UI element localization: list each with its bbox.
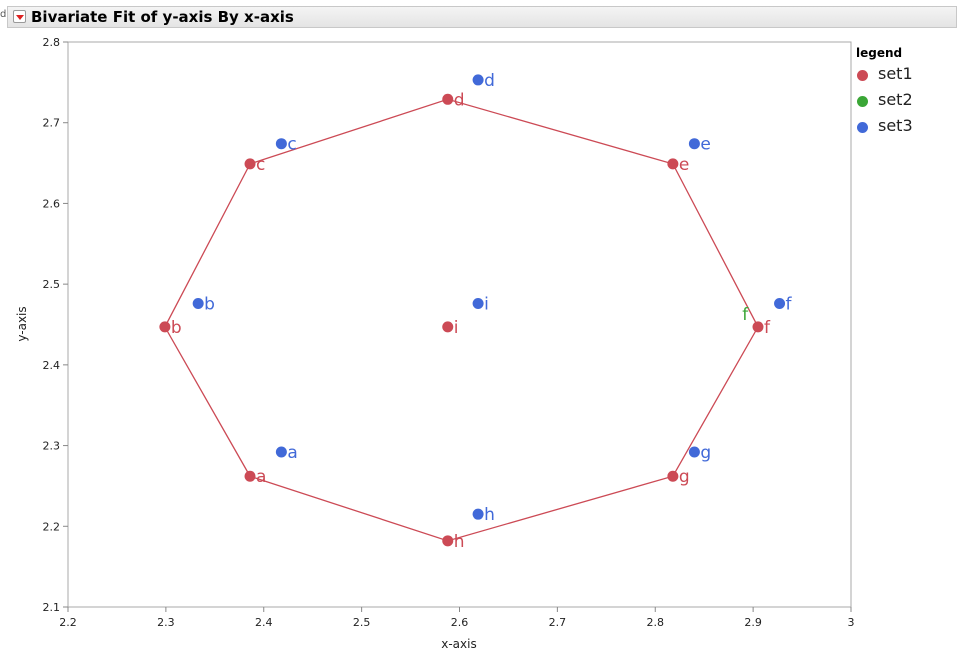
set3-point-e[interactable] [688,138,700,150]
set3-point-g[interactable] [688,446,700,458]
y-tick-label: 2.2 [43,520,61,533]
set3-point-label-d: d [484,71,495,91]
plot-frame [67,41,852,608]
legend: legend set1 set2 set3 [856,46,956,142]
set3-point-label-b: b [204,295,215,315]
y-tick-label: 2.5 [43,278,61,291]
report-title: Bivariate Fit of y-axis By x-axis [31,8,294,26]
set1-point-label-b: b [171,318,182,338]
y-tick-label: 2.4 [43,359,61,372]
set3-point-label-h: h [484,505,495,525]
x-axis-label: x-axis [441,637,476,651]
set1-point-label-f: f [764,318,771,338]
set1-point-h[interactable] [442,535,454,547]
red-triangle-menu-icon[interactable] [13,10,26,23]
x-tick-label: 2.9 [744,616,762,629]
set3-point-label-a: a [287,443,297,463]
x-tick-label: 2.5 [353,616,371,629]
x-tick-label: 3 [848,616,855,629]
y-tick-label: 2.8 [43,36,61,49]
set1-point-label-e: e [679,155,689,175]
x-tick-label: 2.6 [451,616,469,629]
legend-label-set2: set2 [878,90,913,109]
set1-point-i[interactable] [442,321,454,333]
outline-marker: d [0,9,6,20]
set3-point-f[interactable] [774,298,786,310]
set1-point-d[interactable] [442,93,454,105]
set1-point-label-g: g [679,467,690,487]
set1-point-label-h: h [454,532,465,552]
y-axis-label: y-axis [15,306,29,341]
set3-point-i[interactable] [472,298,484,310]
set1-point-label-i: i [454,318,459,338]
legend-label-set1: set1 [878,64,913,83]
legend-swatch-set1 [857,70,868,81]
x-tick-label: 2.3 [157,616,175,629]
set1-point-label-d: d [454,90,465,110]
y-tick-label: 2.6 [43,197,61,210]
x-tick-label: 2.8 [647,616,665,629]
set3-point-c[interactable] [275,138,287,150]
set1-point-label-c: c [256,155,265,175]
set1-point-label-a: a [256,467,266,487]
set3-point-b[interactable] [192,298,204,310]
legend-item-set2[interactable]: set2 [856,90,956,116]
x-tick-label: 2.2 [59,616,77,629]
set1-point-b[interactable] [159,321,171,333]
set2-point-label-f: f [742,305,749,325]
set1-point-c[interactable] [244,158,256,170]
legend-swatch-set3 [857,122,868,133]
set3-point-label-c: c [287,135,296,155]
legend-item-set3[interactable]: set3 [856,116,956,142]
report-header: Bivariate Fit of y-axis By x-axis [7,6,957,28]
set3-point-d[interactable] [472,74,484,86]
legend-swatch-set2 [857,96,868,107]
set3-point-label-g: g [700,443,711,463]
legend-label-set3: set3 [878,116,913,135]
set3-point-a[interactable] [275,446,287,458]
y-tick-label: 2.1 [43,601,61,614]
set3-point-h[interactable] [472,508,484,520]
set1-point-e[interactable] [667,158,679,170]
set3-point-label-e: e [700,135,710,155]
legend-item-set1[interactable]: set1 [856,64,956,90]
y-tick-label: 2.3 [43,440,61,453]
set3-point-label-i: i [484,295,489,315]
x-tick-label: 2.4 [255,616,273,629]
set1-point-g[interactable] [667,470,679,482]
set1-point-a[interactable] [244,470,256,482]
y-tick-label: 2.7 [43,117,61,130]
x-tick-label: 2.7 [549,616,567,629]
set1-point-f[interactable] [752,321,764,333]
set3-point-label-f: f [786,295,793,315]
legend-title: legend [856,46,903,60]
